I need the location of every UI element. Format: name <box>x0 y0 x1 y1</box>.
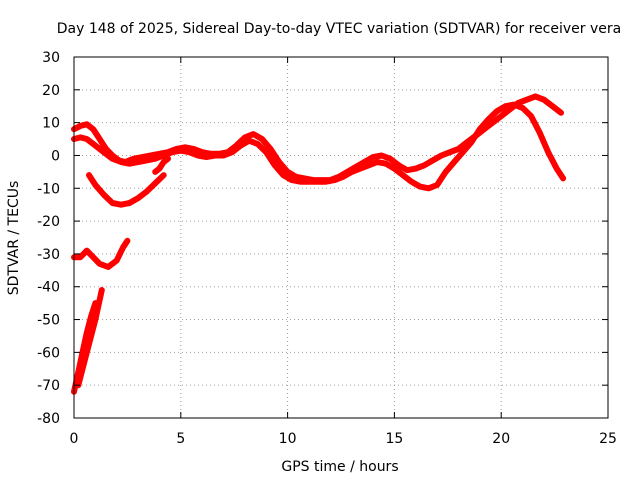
y-tick-label: -80 <box>37 411 60 427</box>
x-tick-label: 10 <box>279 431 297 447</box>
x-tick-label: 5 <box>176 431 185 447</box>
y-tick-label: -60 <box>37 345 60 361</box>
y-tick-label: -30 <box>37 247 60 263</box>
y-tick-label: -20 <box>37 214 60 230</box>
y-tick-label: 10 <box>42 116 60 132</box>
y-tick-label: -70 <box>37 378 60 394</box>
y-tick-label: -10 <box>37 181 60 197</box>
series-track-5 <box>71 101 567 192</box>
x-axis-label: GPS time / hours <box>281 459 398 475</box>
x-tick-label: 15 <box>385 431 403 447</box>
x-axis-ticks: 0 5 10 15 20 25 <box>70 57 617 447</box>
series-track-4 <box>71 93 564 184</box>
y-axis-ticks: -80 -70 -60 -50 -40 -30 -20 -10 0 10 20 30 <box>37 50 608 427</box>
x-tick-label: 20 <box>492 431 510 447</box>
y-tick-label: 0 <box>51 148 60 164</box>
grid-lines <box>74 57 608 418</box>
series-track-1 <box>71 300 99 395</box>
series-track-6 <box>152 155 171 175</box>
x-tick-label: 25 <box>599 431 617 447</box>
plot-area <box>71 93 567 395</box>
x-tick-label: 0 <box>70 431 79 447</box>
y-tick-label: -40 <box>37 280 60 296</box>
y-tick-label: 30 <box>42 50 60 66</box>
plot-frame <box>73 56 609 419</box>
y-tick-label: -50 <box>37 313 60 329</box>
series-track-3 <box>86 172 167 208</box>
y-tick-label: 20 <box>42 83 60 99</box>
series-track-1b <box>75 287 105 389</box>
series-track-2 <box>71 237 131 270</box>
chart-title: Day 148 of 2025, Sidereal Day-to-day VTE… <box>57 21 621 37</box>
y-axis-label: SDTVAR / TECUs <box>6 181 22 296</box>
